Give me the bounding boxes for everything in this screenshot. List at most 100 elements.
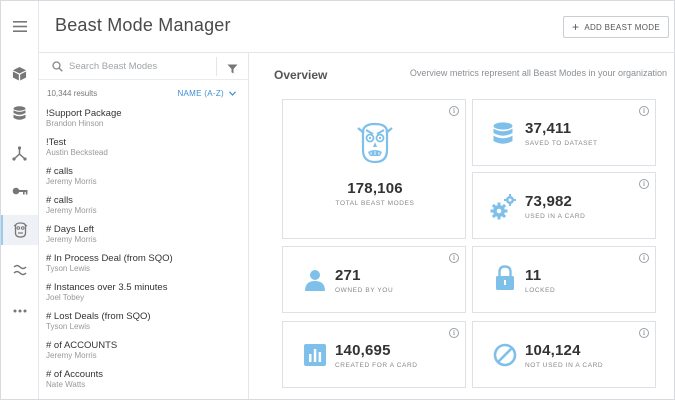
beast-mode-mascot-icon [355, 120, 395, 171]
item-author: Nate Watts [46, 380, 86, 389]
not-used-value: 104,124 [525, 342, 581, 359]
item-name: # Instances over 3.5 minutes [46, 282, 168, 293]
person-icon [305, 269, 325, 296]
sort-label: NAME (A-Z) [177, 89, 224, 98]
database-stack-icon [493, 122, 513, 151]
beast-mode-icon[interactable] [1, 215, 38, 245]
list-item[interactable]: # Lost Deals (from SQO) Tyson Lewis [39, 310, 249, 339]
item-name: # Days Left [46, 224, 95, 235]
more-icon[interactable] [1, 296, 38, 326]
used-in-card-card: i 73, [472, 172, 656, 239]
key-icon[interactable] [1, 176, 38, 206]
list-item[interactable]: # calls Jeremy Morris [39, 194, 249, 223]
cube-icon[interactable] [1, 58, 38, 88]
overview-title: Overview [274, 68, 328, 82]
locked-label: LOCKED [525, 287, 556, 294]
locked-value: 11 [525, 267, 542, 284]
owned-value: 271 [335, 267, 361, 284]
item-author: Tyson Lewis [46, 264, 91, 273]
header: Beast Mode Manager + ADD BEAST MODE [39, 1, 675, 53]
list-item[interactable]: # of ACCOUNTS Jeremy Morris [39, 339, 249, 368]
info-icon[interactable]: i [449, 106, 459, 116]
gears-icon [489, 193, 517, 226]
prohibited-icon [493, 343, 517, 372]
not-used-label: NOT USED IN A CARD [525, 362, 604, 369]
created-stat: 140,695 CREATED FOR A CARD [335, 342, 418, 369]
list-item[interactable]: # Instances over 3.5 minutes Joel Tobey [39, 281, 249, 310]
lock-icon [495, 265, 515, 296]
created-value: 140,695 [335, 342, 391, 359]
used-value: 73,982 [525, 193, 573, 210]
item-author: Joel Tobey [46, 293, 85, 302]
info-icon[interactable]: i [639, 328, 649, 338]
beast-mode-list: !Support Package Brandon Hinson !Test Austi… [39, 107, 249, 397]
wave-icon[interactable] [1, 255, 38, 285]
bar-chart-icon [304, 344, 326, 371]
info-icon[interactable]: i [639, 106, 649, 116]
saved-to-dataset-card: i 37,411 SAVED TO DATASET [472, 99, 656, 166]
item-name: # calls [46, 166, 73, 177]
item-author: Brandon Hinson [46, 119, 104, 128]
item-name: !Test [46, 137, 67, 148]
list-item[interactable]: # calls Jeremy Morris [39, 165, 249, 194]
search-row [39, 53, 249, 80]
results-count: 10,344 results [47, 89, 98, 98]
list-item[interactable]: # Days Left Jeremy Morris [39, 223, 249, 252]
list-item[interactable]: !Support Package Brandon Hinson [39, 107, 249, 136]
created-for-card-card: i 140,695 CREATED FOR A CARD [282, 321, 466, 388]
locked-card: i 11 LOCKED [472, 246, 656, 313]
list-item[interactable]: !Test Austin Beckstead [39, 136, 249, 165]
owned-stat: 271 OWNED BY YOU [335, 267, 393, 294]
locked-stat: 11 LOCKED [525, 267, 555, 294]
item-name: # calls [46, 195, 73, 206]
list-item[interactable]: # In Process Deal (from SQO) Tyson Lewis [39, 252, 249, 281]
item-name: # of ACCOUNTS [46, 340, 118, 351]
add-beast-mode-label: ADD BEAST MODE [584, 22, 660, 32]
info-icon[interactable]: i [639, 253, 649, 263]
item-author: Jeremy Morris [46, 235, 97, 244]
sort-dropdown[interactable]: NAME (A-Z) [177, 89, 236, 98]
page-title: Beast Mode Manager [55, 15, 231, 35]
item-author: Austin Beckstead [46, 148, 108, 157]
overview-panel: Overview Overview metrics represent all … [250, 53, 675, 399]
owned-by-you-card: i 271 OWNED BY YOU [282, 246, 466, 313]
saved-label: SAVED TO DATASET [525, 140, 598, 147]
overview-note: Overview metrics represent all Beast Mod… [409, 68, 667, 78]
menu-icon[interactable] [1, 11, 38, 41]
search-input[interactable] [69, 58, 214, 74]
item-name: # In Process Deal (from SQO) [46, 253, 173, 264]
info-icon[interactable]: i [639, 179, 649, 189]
filter-icon[interactable] [227, 61, 238, 79]
used-stat: 73,982 USED IN A CARD [525, 193, 585, 220]
item-name: # Lost Deals (from SQO) [46, 311, 151, 322]
branch-icon[interactable] [1, 138, 38, 168]
search-icon [52, 59, 63, 77]
not-used-stat: 104,124 NOT USED IN A CARD [525, 342, 603, 369]
item-name: # of Accounts [46, 369, 104, 380]
chevron-down-icon [229, 89, 236, 98]
database-icon[interactable] [1, 98, 38, 128]
list-item[interactable]: # of Accounts Nate Watts [39, 368, 249, 397]
beast-mode-list-panel: 10,344 results NAME (A-Z) !Support Packa… [39, 53, 249, 399]
item-author: Jeremy Morris [46, 206, 97, 215]
total-label: TOTAL BEAST MODES [335, 200, 415, 207]
divider [216, 57, 217, 76]
left-rail [1, 1, 39, 399]
item-author: Jeremy Morris [46, 177, 97, 186]
owned-label: OWNED BY YOU [335, 287, 394, 294]
saved-stat: 37,411 SAVED TO DATASET [525, 120, 598, 147]
item-author: Tyson Lewis [46, 322, 91, 331]
plus-icon: + [572, 20, 580, 34]
info-icon[interactable]: i [449, 328, 459, 338]
created-label: CREATED FOR A CARD [335, 362, 418, 369]
item-author: Jeremy Morris [46, 351, 97, 360]
used-label: USED IN A CARD [525, 213, 586, 220]
total-value: 178,106 [347, 180, 403, 197]
saved-value: 37,411 [525, 120, 572, 137]
total-stat: 178,106 TOTAL BEAST MODES [283, 180, 467, 207]
info-icon[interactable]: i [449, 253, 459, 263]
add-beast-mode-button[interactable]: + ADD BEAST MODE [563, 16, 669, 38]
item-name: !Support Package [46, 108, 122, 119]
not-used-in-card-card: i 104,124 NOT USED IN A CARD [472, 321, 656, 388]
